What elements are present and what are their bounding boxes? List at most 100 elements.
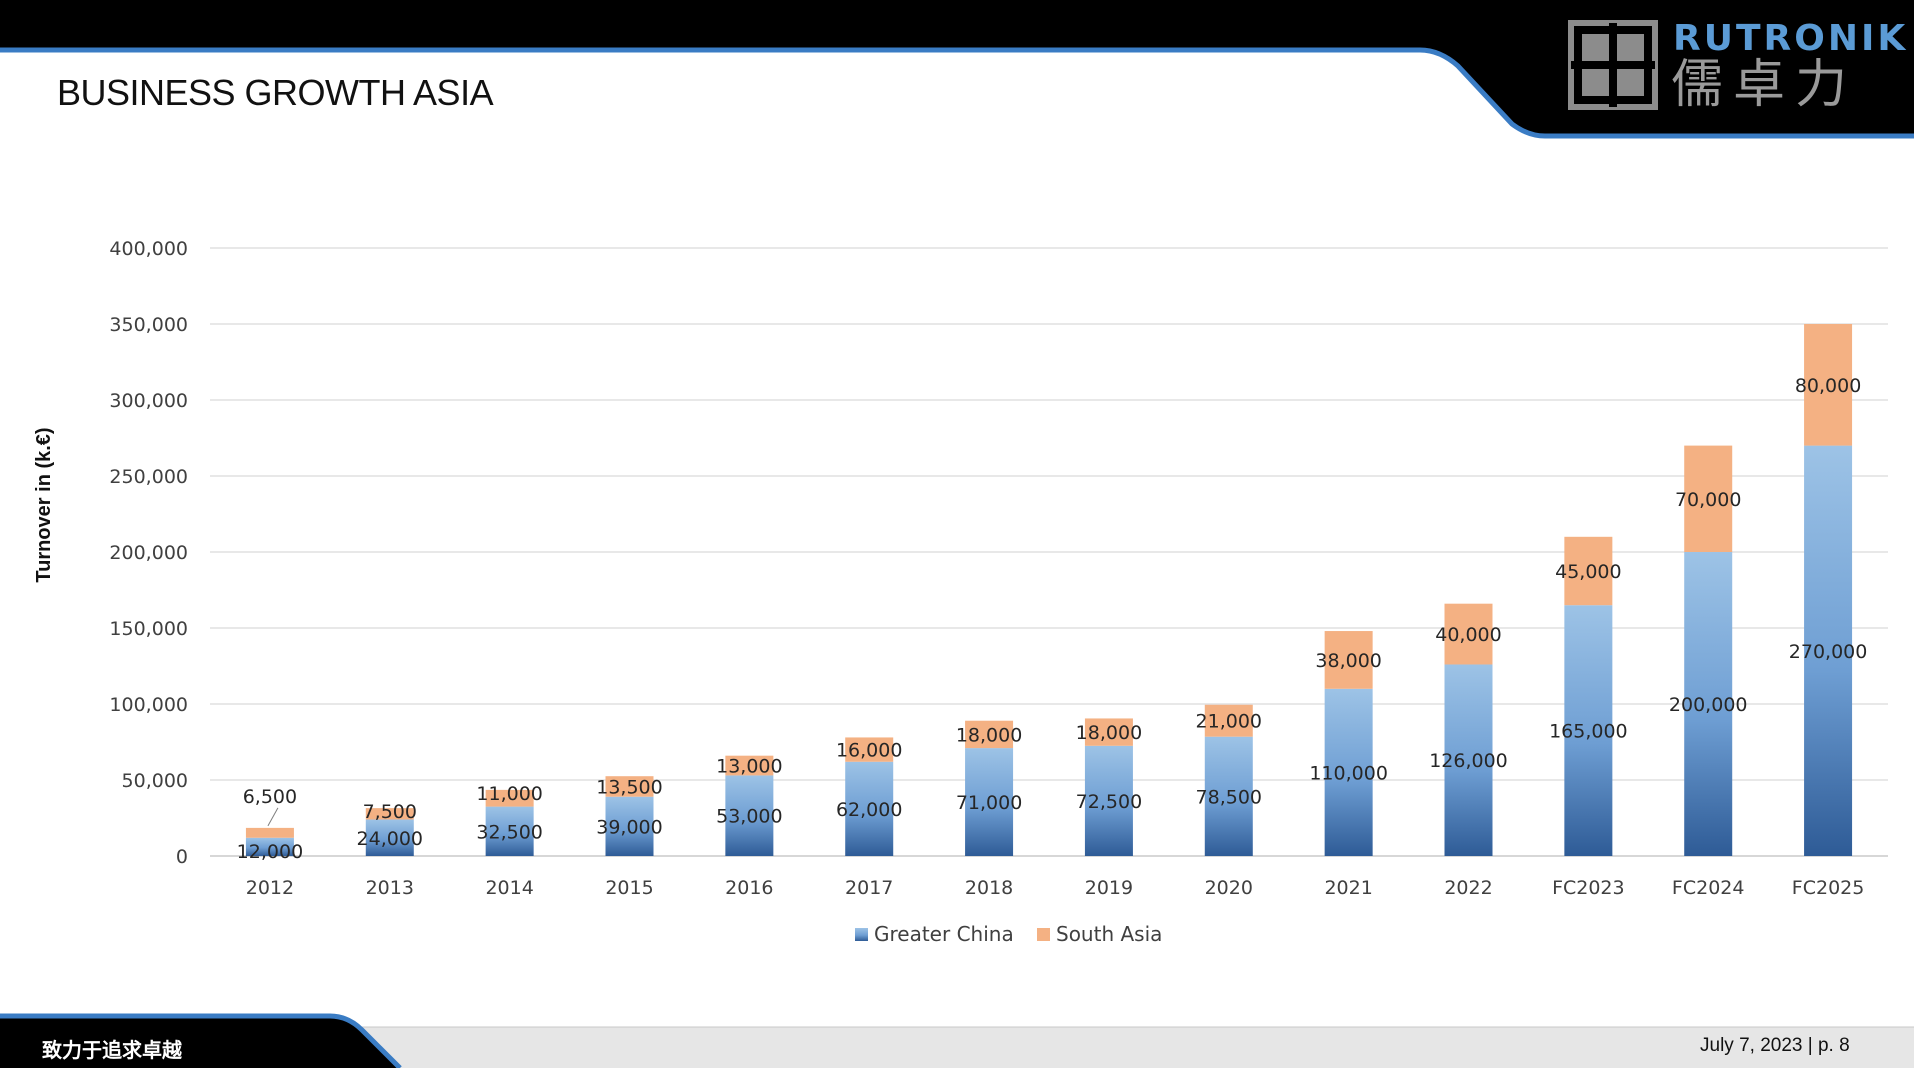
bar-south-asia bbox=[1684, 445, 1733, 552]
data-label-south-asia: 70,000 bbox=[1675, 489, 1741, 511]
header-band bbox=[0, 0, 1914, 139]
x-tick-label: 2018 bbox=[965, 877, 1013, 899]
footer-motto: 致力于追求卓越 bbox=[42, 1040, 182, 1062]
bar-greater-china bbox=[605, 796, 654, 856]
bar-greater-china bbox=[965, 748, 1014, 856]
data-label-greater-china: 270,000 bbox=[1789, 641, 1868, 663]
legend-label-greater-china: Greater China bbox=[874, 922, 1014, 946]
x-tick-label: 2017 bbox=[845, 877, 893, 899]
y-tick-label: 150,000 bbox=[109, 618, 188, 640]
data-label-south-asia: 40,000 bbox=[1435, 624, 1501, 646]
data-label-greater-china: 126,000 bbox=[1429, 750, 1508, 772]
data-label-south-asia: 6,500 bbox=[243, 786, 297, 808]
y-tick-label: 100,000 bbox=[109, 694, 188, 716]
x-tick-label: 2019 bbox=[1085, 877, 1133, 899]
data-label-south-asia: 13,000 bbox=[716, 756, 782, 778]
bar-greater-china bbox=[1084, 745, 1133, 856]
legend-swatch-greater-china bbox=[855, 928, 868, 941]
data-label-greater-china: 32,500 bbox=[476, 821, 542, 843]
data-label-greater-china: 110,000 bbox=[1309, 762, 1388, 784]
bar-greater-china bbox=[1804, 445, 1853, 856]
y-tick-label: 200,000 bbox=[109, 542, 188, 564]
x-tick-label: 2012 bbox=[246, 877, 294, 899]
data-label-south-asia: 16,000 bbox=[836, 740, 902, 762]
logo-name-en: RUTRONIK bbox=[1673, 18, 1909, 59]
x-axis-ticks: 2012 2013 2014 2015 2016 2017 2018 2019 2020 2021… bbox=[246, 877, 1865, 899]
page-title: BUSINESS GROWTH ASIA bbox=[57, 72, 494, 113]
x-tick-label: 2016 bbox=[725, 877, 773, 899]
bar-south-asia bbox=[1324, 631, 1373, 689]
bar-greater-china bbox=[845, 761, 894, 856]
data-label-greater-china: 24,000 bbox=[357, 828, 423, 850]
bar-greater-china bbox=[365, 819, 414, 856]
legend-swatch-south-asia bbox=[1037, 928, 1050, 941]
data-label-greater-china: 53,000 bbox=[716, 806, 782, 828]
bar-south-asia bbox=[1084, 718, 1133, 746]
y-tick-label: 0 bbox=[176, 846, 188, 868]
bar-greater-china bbox=[1564, 605, 1613, 856]
bar-greater-china bbox=[1684, 552, 1733, 856]
y-tick-label: 50,000 bbox=[122, 770, 188, 792]
bar-south-asia bbox=[965, 720, 1014, 749]
x-tick-label: FC2023 bbox=[1552, 877, 1625, 899]
data-label-greater-china: 39,000 bbox=[596, 816, 662, 838]
x-tick-label: 2013 bbox=[366, 877, 414, 899]
x-tick-label: 2021 bbox=[1324, 877, 1372, 899]
y-tick-label: 300,000 bbox=[109, 390, 188, 412]
gridlines bbox=[210, 247, 1888, 857]
bars bbox=[245, 324, 1853, 856]
footer-date-page: July 7, 2023 | p. 8 bbox=[1700, 1035, 1850, 1056]
y-tick-label: 250,000 bbox=[109, 466, 188, 488]
bar-south-asia bbox=[365, 808, 414, 820]
x-tick-label: 2014 bbox=[485, 877, 533, 899]
data-label-greater-china: 72,500 bbox=[1076, 791, 1142, 813]
data-label-south-asia: 80,000 bbox=[1795, 375, 1861, 397]
y-tick-label: 350,000 bbox=[109, 314, 188, 336]
bar-south-asia bbox=[485, 789, 534, 807]
data-label-greater-china: 62,000 bbox=[836, 799, 902, 821]
bar-greater-china bbox=[1444, 664, 1493, 856]
rutronik-logo: RUTRONIK 儒卓力 bbox=[1568, 18, 1905, 115]
bar-greater-china bbox=[245, 837, 294, 856]
data-label-south-asia: 13,500 bbox=[596, 776, 662, 798]
x-tick-label: 2015 bbox=[605, 877, 653, 899]
logo-mark-icon bbox=[1568, 20, 1658, 110]
bar-south-asia bbox=[1204, 704, 1253, 737]
x-tick-label: 2020 bbox=[1205, 877, 1253, 899]
logo-name-cn: 儒卓力 bbox=[1671, 55, 1858, 115]
data-label-greater-china: 78,500 bbox=[1196, 786, 1262, 808]
data-label-south-asia: 7,500 bbox=[363, 801, 417, 823]
data-label-south-asia: 38,000 bbox=[1315, 650, 1381, 672]
data-labels: 12,000 6,500 24,000 7,500 32,500 11,000 39,000… bbox=[237, 375, 1868, 863]
legend-label-south-asia: South Asia bbox=[1056, 922, 1162, 946]
bar-south-asia bbox=[1804, 324, 1853, 446]
bar-greater-china bbox=[1204, 736, 1253, 856]
footer-band bbox=[0, 1013, 1914, 1068]
data-label-greater-china: 200,000 bbox=[1669, 694, 1748, 716]
bar-south-asia bbox=[845, 737, 894, 762]
y-axis-ticks: 0 50,000 100,000 150,000 200,000 250,000 300,0… bbox=[109, 238, 188, 868]
bar-greater-china bbox=[485, 806, 534, 856]
data-label-south-asia: 21,000 bbox=[1196, 711, 1262, 733]
bar-greater-china bbox=[1324, 688, 1373, 856]
bar-greater-china bbox=[725, 775, 774, 856]
bar-south-asia bbox=[245, 827, 294, 838]
y-axis-label: Turnover in (k.€) bbox=[33, 427, 55, 582]
bar-south-asia bbox=[605, 776, 654, 797]
x-tick-label: FC2025 bbox=[1792, 877, 1865, 899]
data-label-south-asia: 18,000 bbox=[956, 724, 1022, 746]
bar-south-asia bbox=[1564, 536, 1613, 606]
data-label-greater-china: 71,000 bbox=[956, 792, 1022, 814]
bar-south-asia bbox=[1444, 603, 1493, 665]
bar-south-asia bbox=[725, 755, 774, 776]
x-tick-label: 2022 bbox=[1444, 877, 1492, 899]
data-label-greater-china: 165,000 bbox=[1549, 721, 1628, 743]
data-label-south-asia: 18,000 bbox=[1076, 722, 1142, 744]
data-label-south-asia: 11,000 bbox=[476, 783, 542, 805]
data-label-greater-china: 12,000 bbox=[237, 841, 303, 863]
y-tick-label: 400,000 bbox=[109, 238, 188, 260]
data-label-south-asia: 45,000 bbox=[1555, 561, 1621, 583]
legend: Greater China South Asia bbox=[855, 922, 1162, 946]
x-tick-label: FC2024 bbox=[1672, 877, 1745, 899]
leader-line bbox=[267, 807, 279, 827]
